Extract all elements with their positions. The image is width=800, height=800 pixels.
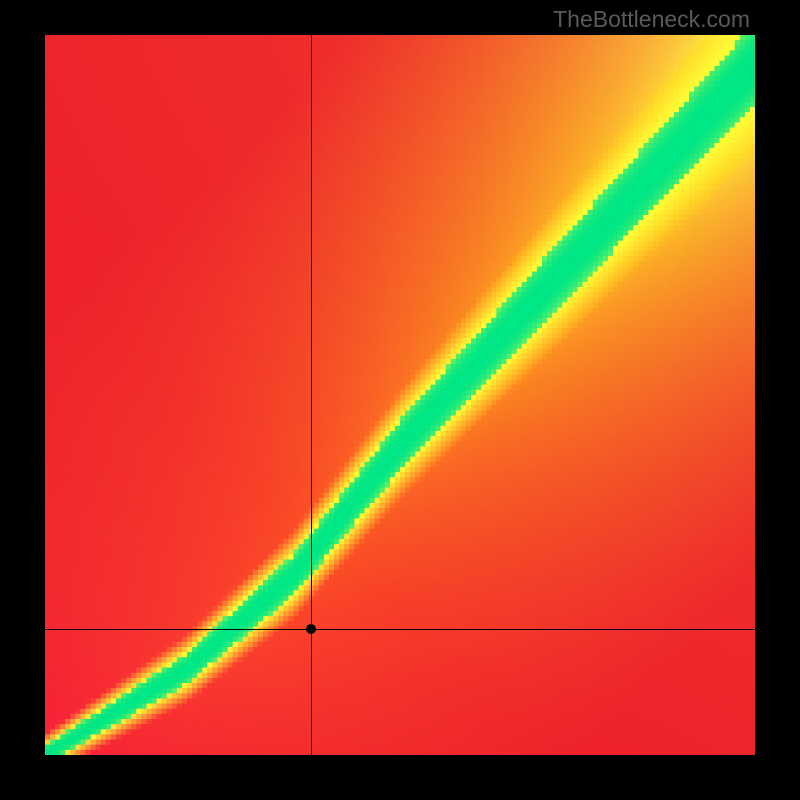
plot-area [45,35,755,755]
crosshair-vertical [311,35,312,755]
crosshair-horizontal [45,629,755,630]
watermark-text: TheBottleneck.com [553,6,750,33]
crosshair-marker [306,624,316,634]
chart-container: TheBottleneck.com [0,0,800,800]
heatmap-canvas [45,35,755,755]
